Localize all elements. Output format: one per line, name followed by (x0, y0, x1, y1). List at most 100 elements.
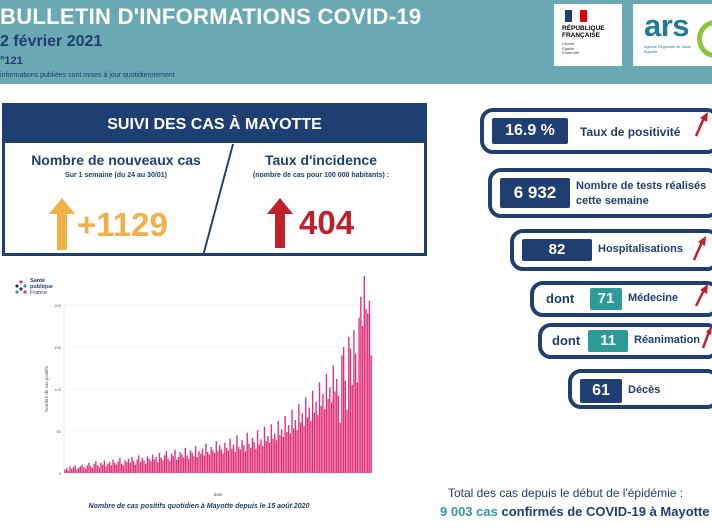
bulletin-note: informations publiées sont mises à jour … (0, 72, 175, 79)
header-banner: BULLETIN D'INFORMATIONS COVID-19 2 févri… (0, 0, 712, 84)
chart-bar (110, 465, 113, 473)
new-cases-value: +1129 (77, 206, 168, 243)
chart-bar (305, 397, 307, 473)
chart-bar (222, 453, 224, 473)
chart-bar (186, 455, 188, 473)
chart-bar (119, 457, 121, 473)
chart-bar (325, 373, 328, 473)
chart-bar (91, 467, 94, 473)
chart-bar (198, 451, 200, 473)
chart-bar (341, 355, 343, 473)
chart-bar (272, 438, 274, 473)
chart-bar (244, 451, 247, 473)
chart-bar (182, 457, 185, 473)
chart-bar (103, 460, 106, 473)
chart-bar (126, 462, 128, 473)
chart-bar (268, 442, 271, 473)
reanimation-trend-up-icon (702, 326, 712, 349)
chart-bar (139, 462, 142, 473)
chart-bar (133, 461, 135, 473)
chart-bar (255, 448, 257, 473)
chart-bar (351, 384, 353, 473)
chart-bar (100, 462, 102, 473)
chart-bar (256, 430, 259, 473)
chart-bar (134, 464, 137, 473)
chart-bar (76, 469, 78, 473)
chart-bar (337, 395, 340, 473)
ars-logo-subtitle: Agence Régionale de Santé Mayotte (644, 45, 692, 54)
chart-bar (279, 435, 281, 473)
chart-ytick-label: 100 (54, 387, 61, 392)
bulletin-title: BULLETIN D'INFORMATIONS COVID-19 (0, 4, 422, 29)
chart-bar (260, 439, 262, 473)
chart-bar (217, 451, 219, 473)
chart-bar (131, 457, 133, 473)
bulletin-date: 2 février 2021 (0, 33, 103, 50)
chart-bar (160, 457, 162, 473)
chart-bar (334, 391, 336, 473)
chart-bar (267, 436, 269, 473)
chart-bar (298, 404, 300, 473)
chart-bar (114, 462, 116, 473)
chart-ytick-label: 150 (54, 345, 61, 350)
chart-bar (203, 455, 205, 473)
chart-bar (360, 296, 362, 473)
chart-bar (349, 348, 352, 473)
chart-bar (136, 459, 138, 473)
spf-dots-icon (15, 280, 27, 294)
chart-bar (344, 380, 347, 473)
chart-bar (210, 446, 212, 473)
chart-bar (179, 452, 181, 473)
chart-bar (296, 430, 298, 473)
chart-bar (102, 464, 104, 473)
chart-bar (348, 336, 350, 473)
hospitalisations-label: Hospitalisations (598, 243, 683, 255)
chart-bar (64, 469, 66, 473)
chart-bar (322, 394, 324, 473)
chart-bar (286, 431, 288, 473)
tests-label: Nombre de tests réalisés cette semaine (576, 180, 707, 207)
chart-bar (151, 454, 154, 473)
chart-bar (289, 433, 291, 473)
chart-bar (79, 466, 82, 473)
chart-bar (231, 448, 233, 473)
chart-bar (184, 447, 186, 473)
chart-bar (71, 468, 73, 473)
chart-bar (177, 457, 180, 473)
positivity-rate-card: 16.9 % Taux de positivité (480, 108, 712, 154)
chart-bar (219, 445, 221, 473)
chart-bar (342, 347, 345, 473)
chart-bar (205, 443, 207, 473)
chart-bar (212, 450, 214, 473)
chart-bar (107, 463, 109, 473)
tests-card: 6 932 Nombre de tests réalisés cette sem… (488, 168, 712, 218)
chart-bar (124, 460, 126, 473)
bulletin-number: °121 (0, 55, 23, 67)
chart-bar (220, 449, 223, 473)
chart-bar (129, 462, 131, 473)
chart-bar (213, 452, 216, 473)
chart-bar (120, 463, 123, 473)
incidence-subtitle: (nombre de cas pour 100 000 habitants) : (252, 172, 390, 179)
chart-bar (83, 467, 85, 473)
chart-bar (303, 425, 305, 473)
chart-bar (224, 442, 226, 473)
chart-bar (157, 462, 159, 473)
incidence-value: 404 (299, 204, 355, 241)
chart-bar (270, 424, 273, 473)
chart-bar (143, 460, 145, 473)
chart-bar (336, 378, 338, 473)
chart-bar (181, 454, 183, 473)
chart-bar (308, 407, 310, 473)
chart-bar (65, 467, 68, 473)
chart-bar (146, 456, 149, 473)
rf-line2: FRANÇAISE (562, 32, 600, 39)
total-cases-count: 9 003 cas (440, 504, 498, 519)
chart-bar (193, 456, 195, 473)
chart-bar (112, 459, 114, 473)
chart-bar (363, 276, 365, 473)
medecine-trend-up-icon (694, 284, 708, 307)
reanimation-label: Réanimation (634, 334, 701, 346)
chart-bar (148, 458, 150, 473)
chart-bar (299, 422, 302, 473)
